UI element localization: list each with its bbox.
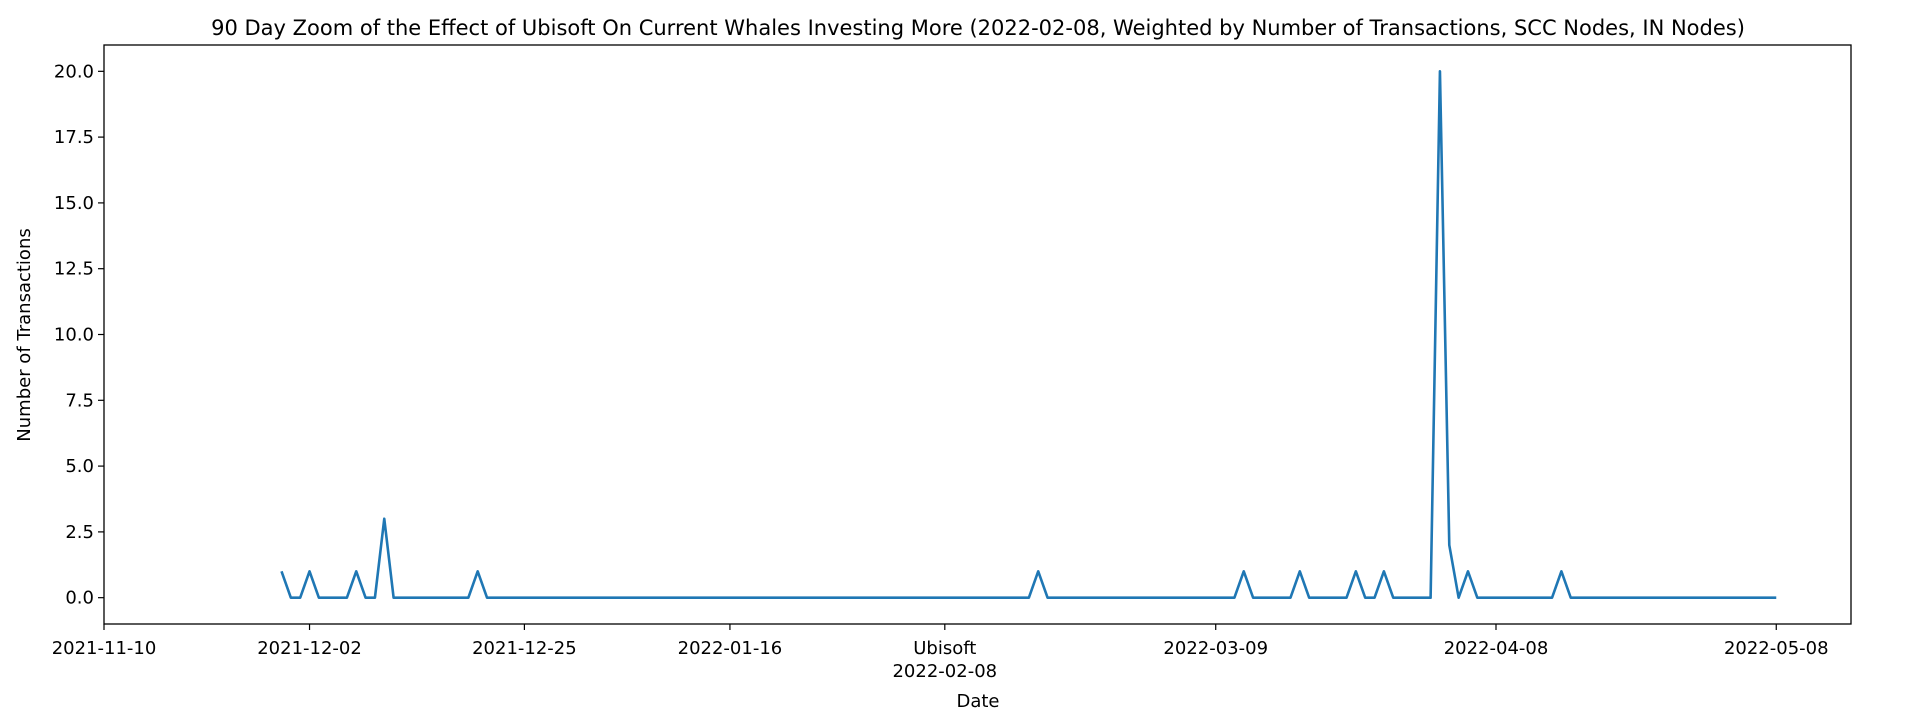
plot-frame [103, 44, 1852, 625]
y-axis-label: Number of Transactions [14, 228, 35, 441]
series-layer [280, 70, 1777, 599]
x-axis-ticks: 2021-11-10 2021-12-02 2021-12-25 2022-01-16… [52, 624, 1829, 682]
y-tick-label: 17.5 [54, 127, 94, 148]
series-line [280, 70, 1777, 599]
x-tick-label: 2022-05-08 [1724, 638, 1829, 659]
y-tick-label: 7.5 [65, 390, 94, 411]
x-axis-label: Date [956, 691, 999, 712]
y-tick-label: 20.0 [54, 61, 94, 82]
y-tick-label: 12.5 [54, 259, 94, 280]
event-label: Ubisoft [913, 638, 976, 659]
y-tick-label: 0.0 [65, 588, 94, 609]
x-tick-label: 2021-11-10 [52, 638, 157, 659]
x-tick-label: 2021-12-02 [257, 638, 362, 659]
y-tick-label: 15.0 [54, 193, 94, 214]
x-tick-label: 2022-04-08 [1444, 638, 1549, 659]
x-tick-label: 2021-12-25 [472, 638, 577, 659]
y-axis-ticks: 0.0 2.5 5.0 7.5 10.0 12.5 15.0 17.5 20.0 [54, 61, 104, 609]
y-tick-label: 5.0 [65, 456, 94, 477]
x-tick-label: 2022-03-09 [1163, 638, 1268, 659]
chart-title: 90 Day Zoom of the Effect of Ubisoft On … [211, 16, 1745, 40]
x-tick-label: 2022-02-08 [892, 661, 997, 682]
y-tick-label: 10.0 [54, 325, 94, 346]
x-tick-label: 2022-01-16 [678, 638, 783, 659]
y-tick-label: 2.5 [65, 522, 94, 543]
